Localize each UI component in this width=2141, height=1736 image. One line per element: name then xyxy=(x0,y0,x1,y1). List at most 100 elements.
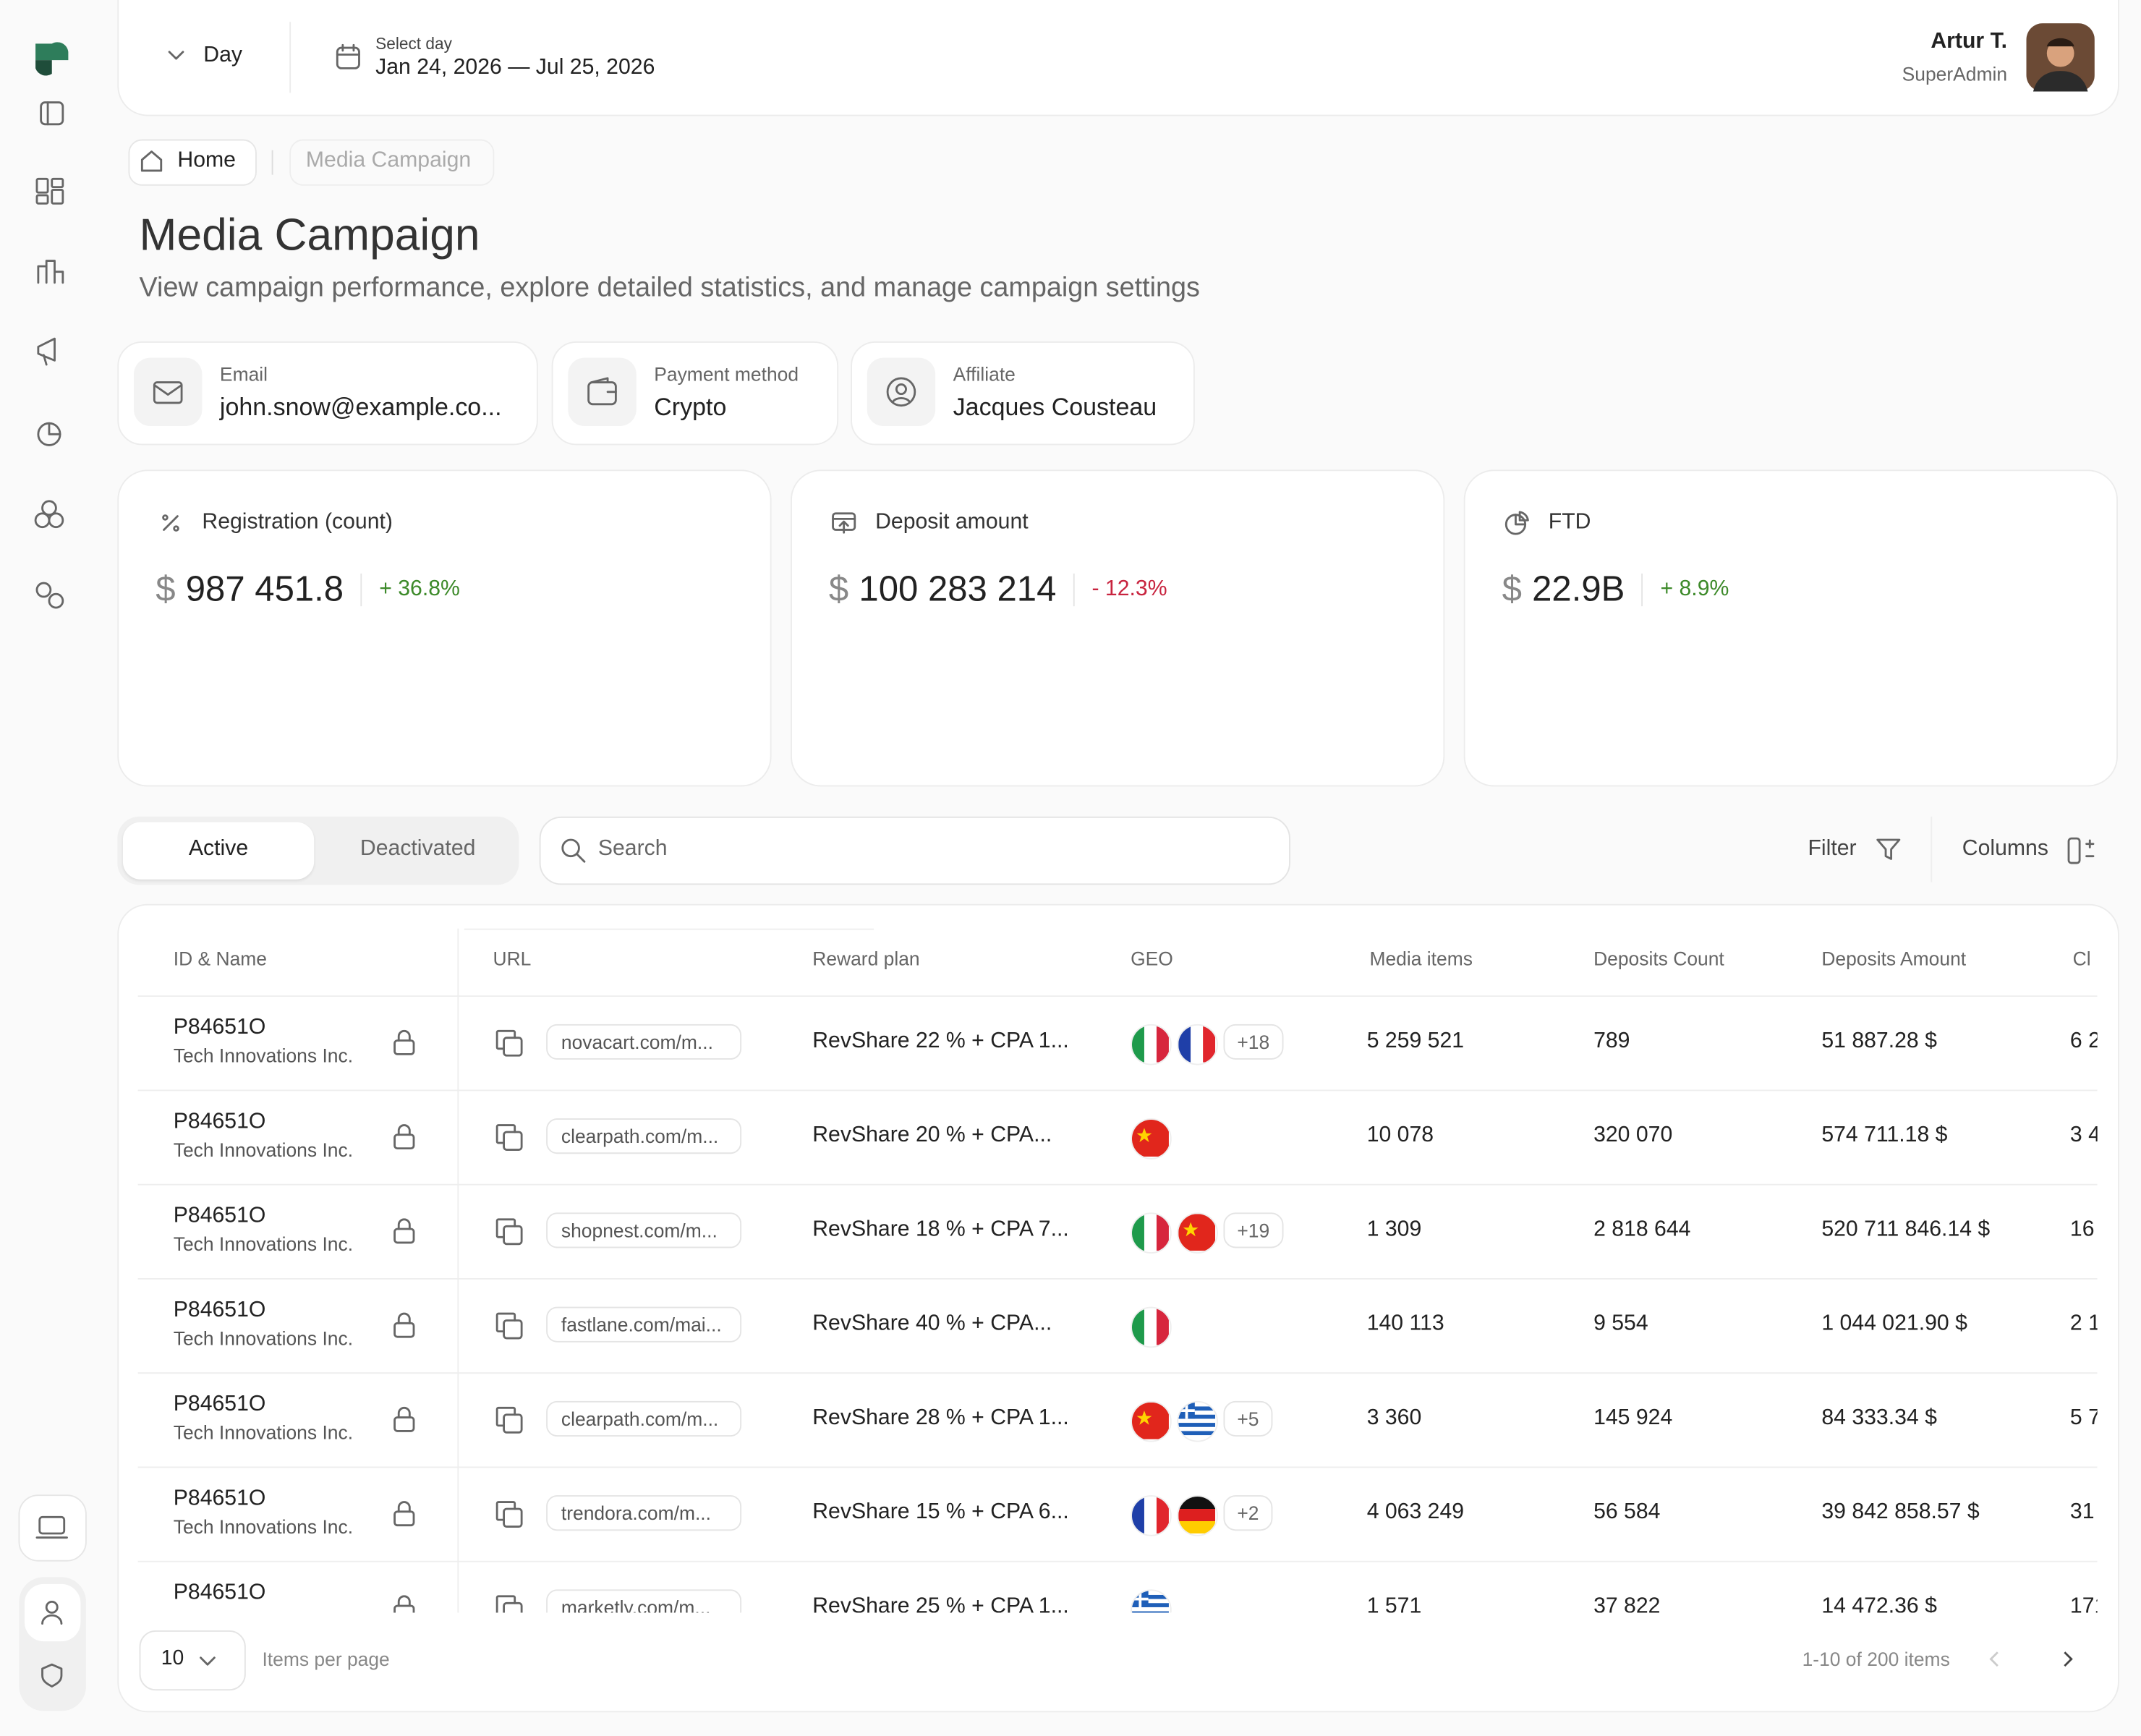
user-role: SuperAdmin xyxy=(1902,62,2008,85)
cell-dep-count: 145 924 xyxy=(1593,1406,1673,1430)
row-company: Tech Innovations Inc. xyxy=(173,1233,354,1255)
row-id: P84651O xyxy=(173,1204,266,1228)
copy-icon xyxy=(493,1309,525,1349)
row-divider xyxy=(137,1372,2098,1374)
copy-icon xyxy=(493,1121,525,1161)
page-title: Media Campaign xyxy=(139,208,480,260)
per-page-select[interactable] xyxy=(139,1630,246,1691)
avatar[interactable] xyxy=(2026,23,2095,92)
kpi-label: Deposit amount xyxy=(875,511,1029,535)
search-box[interactable] xyxy=(539,816,1290,885)
filter-icon xyxy=(1876,838,1901,860)
info-label: Email xyxy=(219,363,268,386)
next-page[interactable] xyxy=(2055,1647,2080,1672)
copy-icon-svg xyxy=(495,1029,523,1057)
lock-icon-svg xyxy=(393,1124,415,1150)
geo-more: +18 xyxy=(1223,1024,1284,1060)
kpi-icon xyxy=(830,509,858,543)
columns-button[interactable]: Columns xyxy=(1962,837,2048,861)
prev-page[interactable] xyxy=(1983,1647,2007,1672)
row-id: P84651O xyxy=(173,1298,266,1322)
row-id: P84651O xyxy=(173,1110,266,1133)
info-value: john.snow@example.co... xyxy=(219,393,502,421)
lock-icon xyxy=(391,1217,421,1254)
info-icon xyxy=(568,357,637,426)
flag-svg xyxy=(1131,1214,1169,1251)
cell-cl: 171 xyxy=(2069,1594,2098,1613)
geo-more: +19 xyxy=(1223,1212,1284,1248)
cell-dep-count: 37 822 xyxy=(1593,1594,1661,1613)
row-company: Tech Innovations Inc. xyxy=(173,1421,354,1444)
row-id: P84651O xyxy=(173,1392,266,1416)
url-badge[interactable]: trendora.com/m... xyxy=(546,1495,742,1531)
calendar-icon xyxy=(336,43,360,69)
cell-media: 3 360 xyxy=(1366,1406,1422,1430)
info-icon xyxy=(134,357,203,426)
cell-dep-amount: 520 711 846.14 $ xyxy=(1821,1217,1991,1242)
cell-dep-amount: 39 842 858.57 $ xyxy=(1821,1500,1980,1524)
cell-cl: 6 2 xyxy=(2069,1029,2098,1053)
flag-svg xyxy=(1131,1308,1169,1345)
row-company: Tech Innovations Inc. xyxy=(173,1515,354,1538)
tab[interactable]: Active xyxy=(188,837,249,861)
cell-cl: 16 xyxy=(2069,1217,2095,1242)
home-icon xyxy=(140,150,163,172)
header-underline xyxy=(464,928,874,930)
search-icon xyxy=(561,838,586,863)
breadcrumb-item[interactable]: Home xyxy=(177,148,236,172)
flag-svg xyxy=(1131,1025,1169,1063)
kpi-icon-svg xyxy=(1504,511,1529,535)
filter-button[interactable]: Filter xyxy=(1808,837,1857,861)
tab[interactable]: Deactivated xyxy=(359,837,476,861)
table: ID & Name URL Reward plan GEO Media items Dep… xyxy=(117,904,2098,1613)
info-icon-svg xyxy=(886,377,916,407)
pagination-range: 1-10 of 200 items xyxy=(1802,1648,1950,1670)
reward-plan: RevShare 18 % + CPA 7... xyxy=(812,1217,1069,1242)
lock-icon xyxy=(391,1405,421,1442)
chevron-icon xyxy=(200,1656,216,1666)
kpi-currency: $ xyxy=(828,568,849,609)
date-range[interactable]: Jan 24, 2026 — Jul 25, 2026 xyxy=(375,56,655,80)
info-value: Crypto xyxy=(654,393,727,421)
lock-icon xyxy=(391,1594,421,1613)
kpi-card xyxy=(117,469,772,787)
column-header: GEO xyxy=(1131,948,1173,970)
column-header: Deposits Count xyxy=(1593,948,1724,970)
flag xyxy=(1177,1024,1218,1065)
reward-plan: RevShare 40 % + CPA... xyxy=(812,1312,1052,1336)
geo-more: +5 xyxy=(1223,1400,1273,1437)
cell-dep-count: 789 xyxy=(1593,1029,1630,1053)
kpi-icon-svg xyxy=(162,514,179,532)
breadcrumb-home[interactable] xyxy=(128,139,257,186)
url-badge[interactable]: novacart.com/m... xyxy=(546,1024,742,1060)
kpi-value: 22.9B xyxy=(1532,568,1625,609)
period-select[interactable]: Day xyxy=(203,43,242,67)
column-header: Media items xyxy=(1369,948,1473,970)
sidebar xyxy=(18,42,87,1711)
flag xyxy=(1177,1212,1218,1254)
kpi-currency: $ xyxy=(156,568,176,609)
url-badge[interactable]: clearpath.com/m... xyxy=(546,1400,742,1437)
flag-svg xyxy=(1178,1025,1216,1063)
flag-svg xyxy=(1131,1591,1169,1613)
reward-plan: RevShare 15 % + CPA 6... xyxy=(812,1500,1069,1524)
lock-icon-svg xyxy=(393,1218,415,1244)
cell-dep-count: 320 070 xyxy=(1593,1123,1673,1147)
sticky-divider xyxy=(457,928,459,1613)
flag xyxy=(1131,1495,1172,1536)
flag xyxy=(1131,1024,1172,1065)
url-badge[interactable]: marketly.com/m... xyxy=(546,1589,742,1613)
row-id: P84651O xyxy=(173,1581,266,1605)
lock-icon-svg xyxy=(393,1501,415,1527)
kpi-card xyxy=(1463,469,2118,787)
flag-svg xyxy=(1178,1497,1216,1533)
row-divider xyxy=(137,1277,2098,1280)
url-badge[interactable]: shopnest.com/m... xyxy=(546,1212,742,1248)
kpi-icon xyxy=(1503,509,1531,543)
copy-icon-svg xyxy=(495,1124,523,1151)
url-badge[interactable]: fastlane.com/mai... xyxy=(546,1306,742,1343)
url-badge[interactable]: clearpath.com/m... xyxy=(546,1118,742,1154)
divider xyxy=(271,150,273,175)
tab-active-bg xyxy=(122,822,315,880)
